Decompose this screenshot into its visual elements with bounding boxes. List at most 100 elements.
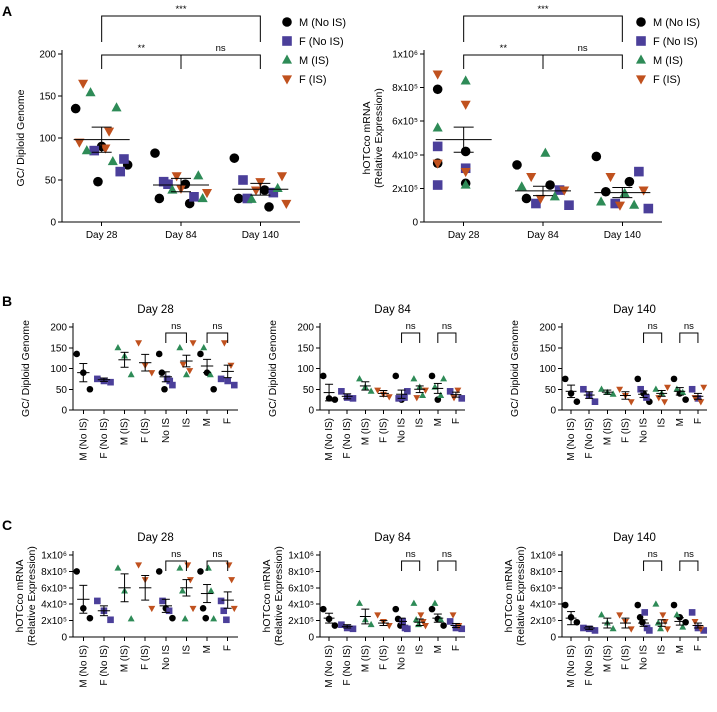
x-tick-label-no-is: No IS bbox=[161, 418, 172, 443]
x-tick-label-f-is: F (IS) bbox=[378, 645, 389, 670]
data-point-m-no-is bbox=[158, 369, 166, 376]
data-point-m-no-is bbox=[199, 605, 207, 612]
x-tick-label-m: M bbox=[433, 645, 444, 653]
y-axis-label: (Relative Expression) bbox=[26, 546, 38, 646]
data-point-f-no-is bbox=[223, 616, 230, 624]
data-point-m-no-is bbox=[150, 148, 160, 158]
y-axis-label: hOTCco mRNA bbox=[361, 102, 373, 175]
data-point-m-no-is bbox=[197, 350, 204, 358]
significance-label: ns bbox=[442, 321, 452, 332]
data-point-f-no-is bbox=[531, 198, 541, 209]
significance-label: ns bbox=[684, 321, 694, 332]
data-point-f-is bbox=[74, 138, 85, 148]
data-point-f-no-is bbox=[242, 193, 253, 204]
x-tick-label-f-is: F (IS) bbox=[140, 418, 151, 443]
y-tick-label: 0 bbox=[61, 406, 67, 417]
significance-bracket bbox=[643, 332, 663, 343]
x-tick-label-f: F bbox=[223, 645, 234, 651]
significance-bracket bbox=[679, 332, 699, 343]
data-point-f-is bbox=[697, 399, 705, 406]
data-point-m-no-is bbox=[670, 375, 678, 383]
data-point-f-no-is bbox=[338, 621, 345, 628]
data-point-m-no-is bbox=[161, 385, 168, 393]
legend-label-f-no-is: F (No IS) bbox=[653, 36, 698, 48]
data-point-m-is bbox=[598, 385, 605, 392]
data-point-f-is bbox=[227, 362, 235, 369]
data-point-m-no-is bbox=[259, 185, 270, 195]
data-point-f-is bbox=[535, 194, 546, 204]
data-point-m-no-is bbox=[73, 568, 81, 575]
data-point-f-is bbox=[661, 618, 669, 626]
significance-bracket bbox=[643, 560, 663, 571]
data-point-f-is bbox=[189, 605, 197, 613]
data-point-m-no-is bbox=[197, 568, 204, 575]
data-point-f-no-is bbox=[688, 609, 696, 616]
x-tick-label-f: F bbox=[693, 645, 704, 651]
y-tick-label: 200 bbox=[39, 50, 56, 61]
y-tick-label: 0 bbox=[550, 406, 556, 417]
y-tick-label: 2x10⁵ bbox=[392, 184, 418, 195]
y-tick-label: 100 bbox=[50, 364, 67, 375]
legend-marker-m-no-is bbox=[636, 17, 646, 27]
data-point-m-is bbox=[679, 623, 687, 630]
data-point-m-is bbox=[540, 147, 551, 157]
y-tick-label: 100 bbox=[297, 364, 314, 375]
data-point-f-is bbox=[228, 577, 236, 584]
data-point-f-no-is bbox=[610, 198, 621, 209]
x-tick-label-f-is: F (IS) bbox=[378, 418, 389, 443]
x-tick-label-m-no-is: M (No IS) bbox=[324, 418, 335, 461]
data-point-m-is bbox=[272, 182, 283, 192]
y-tick-label: 100 bbox=[39, 134, 56, 145]
chart-b-day84: 0 50 100 150 200 GC/ Diploid Genome Day 84 M (N… bbox=[267, 304, 466, 461]
data-point-m-is bbox=[182, 370, 190, 378]
data-point-f-is bbox=[627, 626, 635, 633]
data-point-f-no-is bbox=[166, 377, 174, 385]
data-point-f-is bbox=[616, 386, 624, 394]
data-point-f-no-is bbox=[580, 624, 587, 632]
data-point-f-no-is bbox=[637, 385, 644, 393]
data-point-m-is bbox=[629, 199, 640, 209]
data-point-m-no-is bbox=[155, 568, 163, 575]
legend-panel-a-right: M (No IS) F (No IS) M (IS) F (IS) bbox=[635, 17, 700, 86]
y-axis-label: GC/ Diploid Genome bbox=[509, 320, 521, 417]
data-point-m-is bbox=[356, 599, 363, 606]
data-point-f-no-is bbox=[189, 192, 199, 202]
data-point-f-is bbox=[659, 612, 667, 619]
chart-b-day140: 0 50 100 150 200 GC/ Diploid Genome Day 140 M (… bbox=[509, 304, 708, 461]
data-point-f-is bbox=[104, 127, 115, 137]
data-point-f-is bbox=[691, 618, 699, 626]
data-point-m-no-is bbox=[264, 202, 274, 212]
data-point-f-is bbox=[627, 399, 635, 406]
x-tick-label-no-is: No IS bbox=[639, 645, 650, 670]
x-tick-label-day-84: Day 84 bbox=[165, 230, 197, 241]
data-point-m-is bbox=[367, 387, 375, 394]
x-tick-label-m-is: M (IS) bbox=[120, 418, 131, 445]
data-point-f-is bbox=[449, 612, 457, 619]
x-tick-label-m-is: M (IS) bbox=[602, 645, 613, 672]
y-tick-label: 150 bbox=[39, 92, 56, 103]
data-point-f-is bbox=[413, 395, 421, 402]
data-point-m-is bbox=[598, 611, 605, 618]
data-point-m-no-is bbox=[331, 396, 339, 403]
significance-label: ns bbox=[171, 549, 181, 560]
chart-c-day84: 0 2x10⁵ 4x10⁵ 6x10⁵ 8x10⁵ 1x10⁶ hOTCco mRNA (Re… bbox=[261, 532, 466, 688]
data-point-f-no-is bbox=[94, 597, 101, 605]
data-point-f-no-is bbox=[107, 616, 114, 624]
y-tick-label: 200 bbox=[539, 323, 556, 334]
data-point-f-is bbox=[432, 159, 443, 169]
legend-label-m-is: M (IS) bbox=[299, 55, 329, 67]
significance-bracket bbox=[101, 54, 182, 69]
data-point-f-is bbox=[230, 605, 238, 613]
x-tick-label-m: M bbox=[675, 418, 686, 426]
data-point-m-is bbox=[210, 615, 218, 622]
data-point-f-no-is bbox=[404, 625, 411, 633]
data-point-m-is bbox=[176, 564, 184, 571]
data-point-m-is bbox=[114, 343, 122, 351]
data-point-f-no-is bbox=[458, 625, 466, 633]
significance-label: ns bbox=[442, 549, 452, 560]
significance-bracket bbox=[101, 15, 261, 42]
y-tick-label: 8x10⁵ bbox=[392, 83, 418, 94]
x-tick-label-is: IS bbox=[657, 645, 668, 655]
x-tick-label-f: F bbox=[451, 645, 462, 651]
legend-panel-a-left: M (No IS) F (No IS) M (IS) F (IS) bbox=[281, 17, 346, 86]
